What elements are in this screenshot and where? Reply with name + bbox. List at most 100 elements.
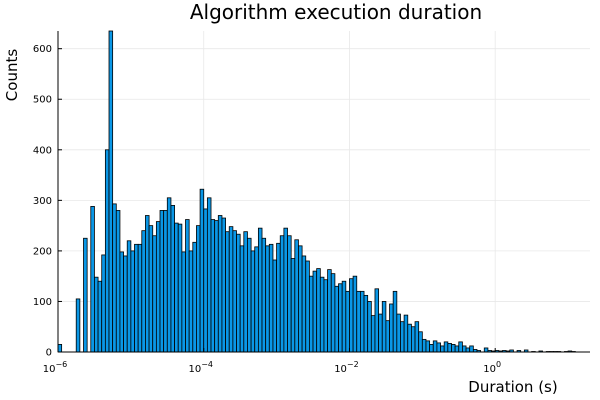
x-axis-label: Duration (s)	[468, 378, 557, 396]
histogram-bar	[247, 237, 252, 353]
histogram-bar	[243, 231, 248, 353]
histogram-bar	[345, 290, 350, 353]
histogram-bar	[250, 250, 256, 353]
histogram-bar	[290, 258, 296, 353]
x-tick-label: 10−2	[334, 360, 359, 375]
histogram-bar	[57, 344, 63, 353]
histogram-bar	[137, 243, 143, 353]
histogram-bar	[283, 227, 288, 353]
histogram-bar	[389, 303, 394, 353]
y-tick-label: 300	[33, 196, 52, 207]
histogram-bar	[298, 245, 303, 353]
histogram-bar	[316, 268, 321, 353]
histogram-bar	[279, 235, 285, 353]
histogram-bar	[436, 342, 441, 353]
histogram-bar	[210, 219, 216, 353]
histogram-bar	[359, 290, 365, 353]
histogram-bar	[221, 217, 226, 353]
histogram-bar	[261, 237, 267, 353]
histogram-bar	[432, 340, 438, 353]
histogram-bar	[411, 326, 416, 353]
histogram-bar	[141, 230, 146, 353]
histogram-bar	[308, 275, 314, 353]
histogram-bar	[155, 221, 161, 353]
y-axis-label: Counts	[3, 49, 21, 102]
histogram-bar	[83, 237, 88, 353]
histogram-bar	[112, 203, 117, 353]
histogram-bar	[287, 235, 292, 353]
histogram-bar	[421, 338, 427, 353]
histogram-bar	[152, 235, 157, 353]
histogram-bar	[203, 208, 208, 353]
histogram-bar	[119, 251, 124, 353]
histogram-bar	[363, 294, 369, 353]
histogram-bar	[403, 314, 409, 353]
histogram-bar	[185, 219, 190, 353]
histogram-bar	[374, 288, 380, 353]
histogram-bar	[228, 226, 234, 353]
histogram-bar	[239, 245, 245, 353]
histogram-bar	[483, 347, 489, 353]
histogram-bar	[327, 269, 332, 353]
x-tick-label: 10−4	[188, 360, 213, 375]
x-tick-label: 10−6	[43, 360, 68, 375]
histogram-bar	[378, 313, 383, 353]
histogram-bar	[458, 341, 463, 353]
histogram-bar	[352, 275, 358, 353]
histogram-bar	[199, 188, 205, 353]
histogram-bar	[265, 245, 270, 353]
histogram-bar	[294, 239, 299, 353]
histogram-bar	[130, 250, 135, 353]
histogram-bar	[268, 243, 274, 353]
histogram-bar	[392, 290, 398, 353]
histogram-bar	[90, 206, 95, 353]
histogram-bar	[454, 345, 460, 353]
histogram-bar	[396, 313, 401, 353]
histogram-bar	[338, 283, 343, 353]
histogram-bar	[407, 323, 412, 353]
histogram-bar	[104, 149, 110, 353]
histogram-bar	[206, 197, 212, 353]
histogram-bar	[174, 222, 179, 353]
histogram-bar	[75, 298, 81, 353]
histogram-bar	[123, 255, 128, 353]
histogram-bar	[170, 205, 175, 353]
histogram-bar	[163, 210, 168, 353]
histogram-bar	[225, 231, 230, 353]
histogram-bar	[367, 301, 372, 353]
histogram-bar	[319, 276, 325, 353]
histogram-bar	[381, 301, 387, 353]
histogram-bar	[356, 290, 361, 353]
histogram-bar	[349, 278, 354, 353]
histogram-bar	[312, 270, 318, 353]
histogram-bar	[443, 341, 449, 353]
histogram-bar	[236, 233, 241, 353]
histogram-bar	[115, 210, 121, 353]
histogram-bar	[305, 260, 310, 353]
histogram-bar	[214, 220, 219, 353]
chart-title: Algorithm execution duration	[190, 0, 482, 24]
histogram-bar	[145, 215, 150, 353]
histogram-bar	[418, 331, 423, 353]
histogram-bar	[447, 343, 452, 353]
histogram-bar	[440, 345, 445, 353]
histogram-bar	[166, 197, 172, 353]
histogram-bar	[108, 30, 114, 353]
y-tick-label: 200	[33, 246, 52, 257]
y-tick-label: 100	[33, 297, 52, 308]
histogram-bar	[101, 254, 106, 353]
histogram-bar	[429, 344, 434, 353]
histogram-bar	[385, 320, 390, 353]
histogram-bar	[276, 242, 281, 353]
histogram-bar	[232, 230, 237, 353]
histogram-bar	[188, 250, 194, 353]
y-tick-label: 0	[46, 348, 52, 359]
x-tick-label: 100	[483, 360, 501, 375]
histogram-bar	[148, 225, 154, 353]
histogram-bar	[196, 225, 201, 353]
histogram-bar	[272, 259, 277, 353]
histogram-bar	[425, 340, 431, 353]
tick-labels: 0 100 200 300 400 500 600 10−6 10−4 10−2 100	[33, 44, 501, 375]
histogram-bar	[159, 210, 165, 353]
